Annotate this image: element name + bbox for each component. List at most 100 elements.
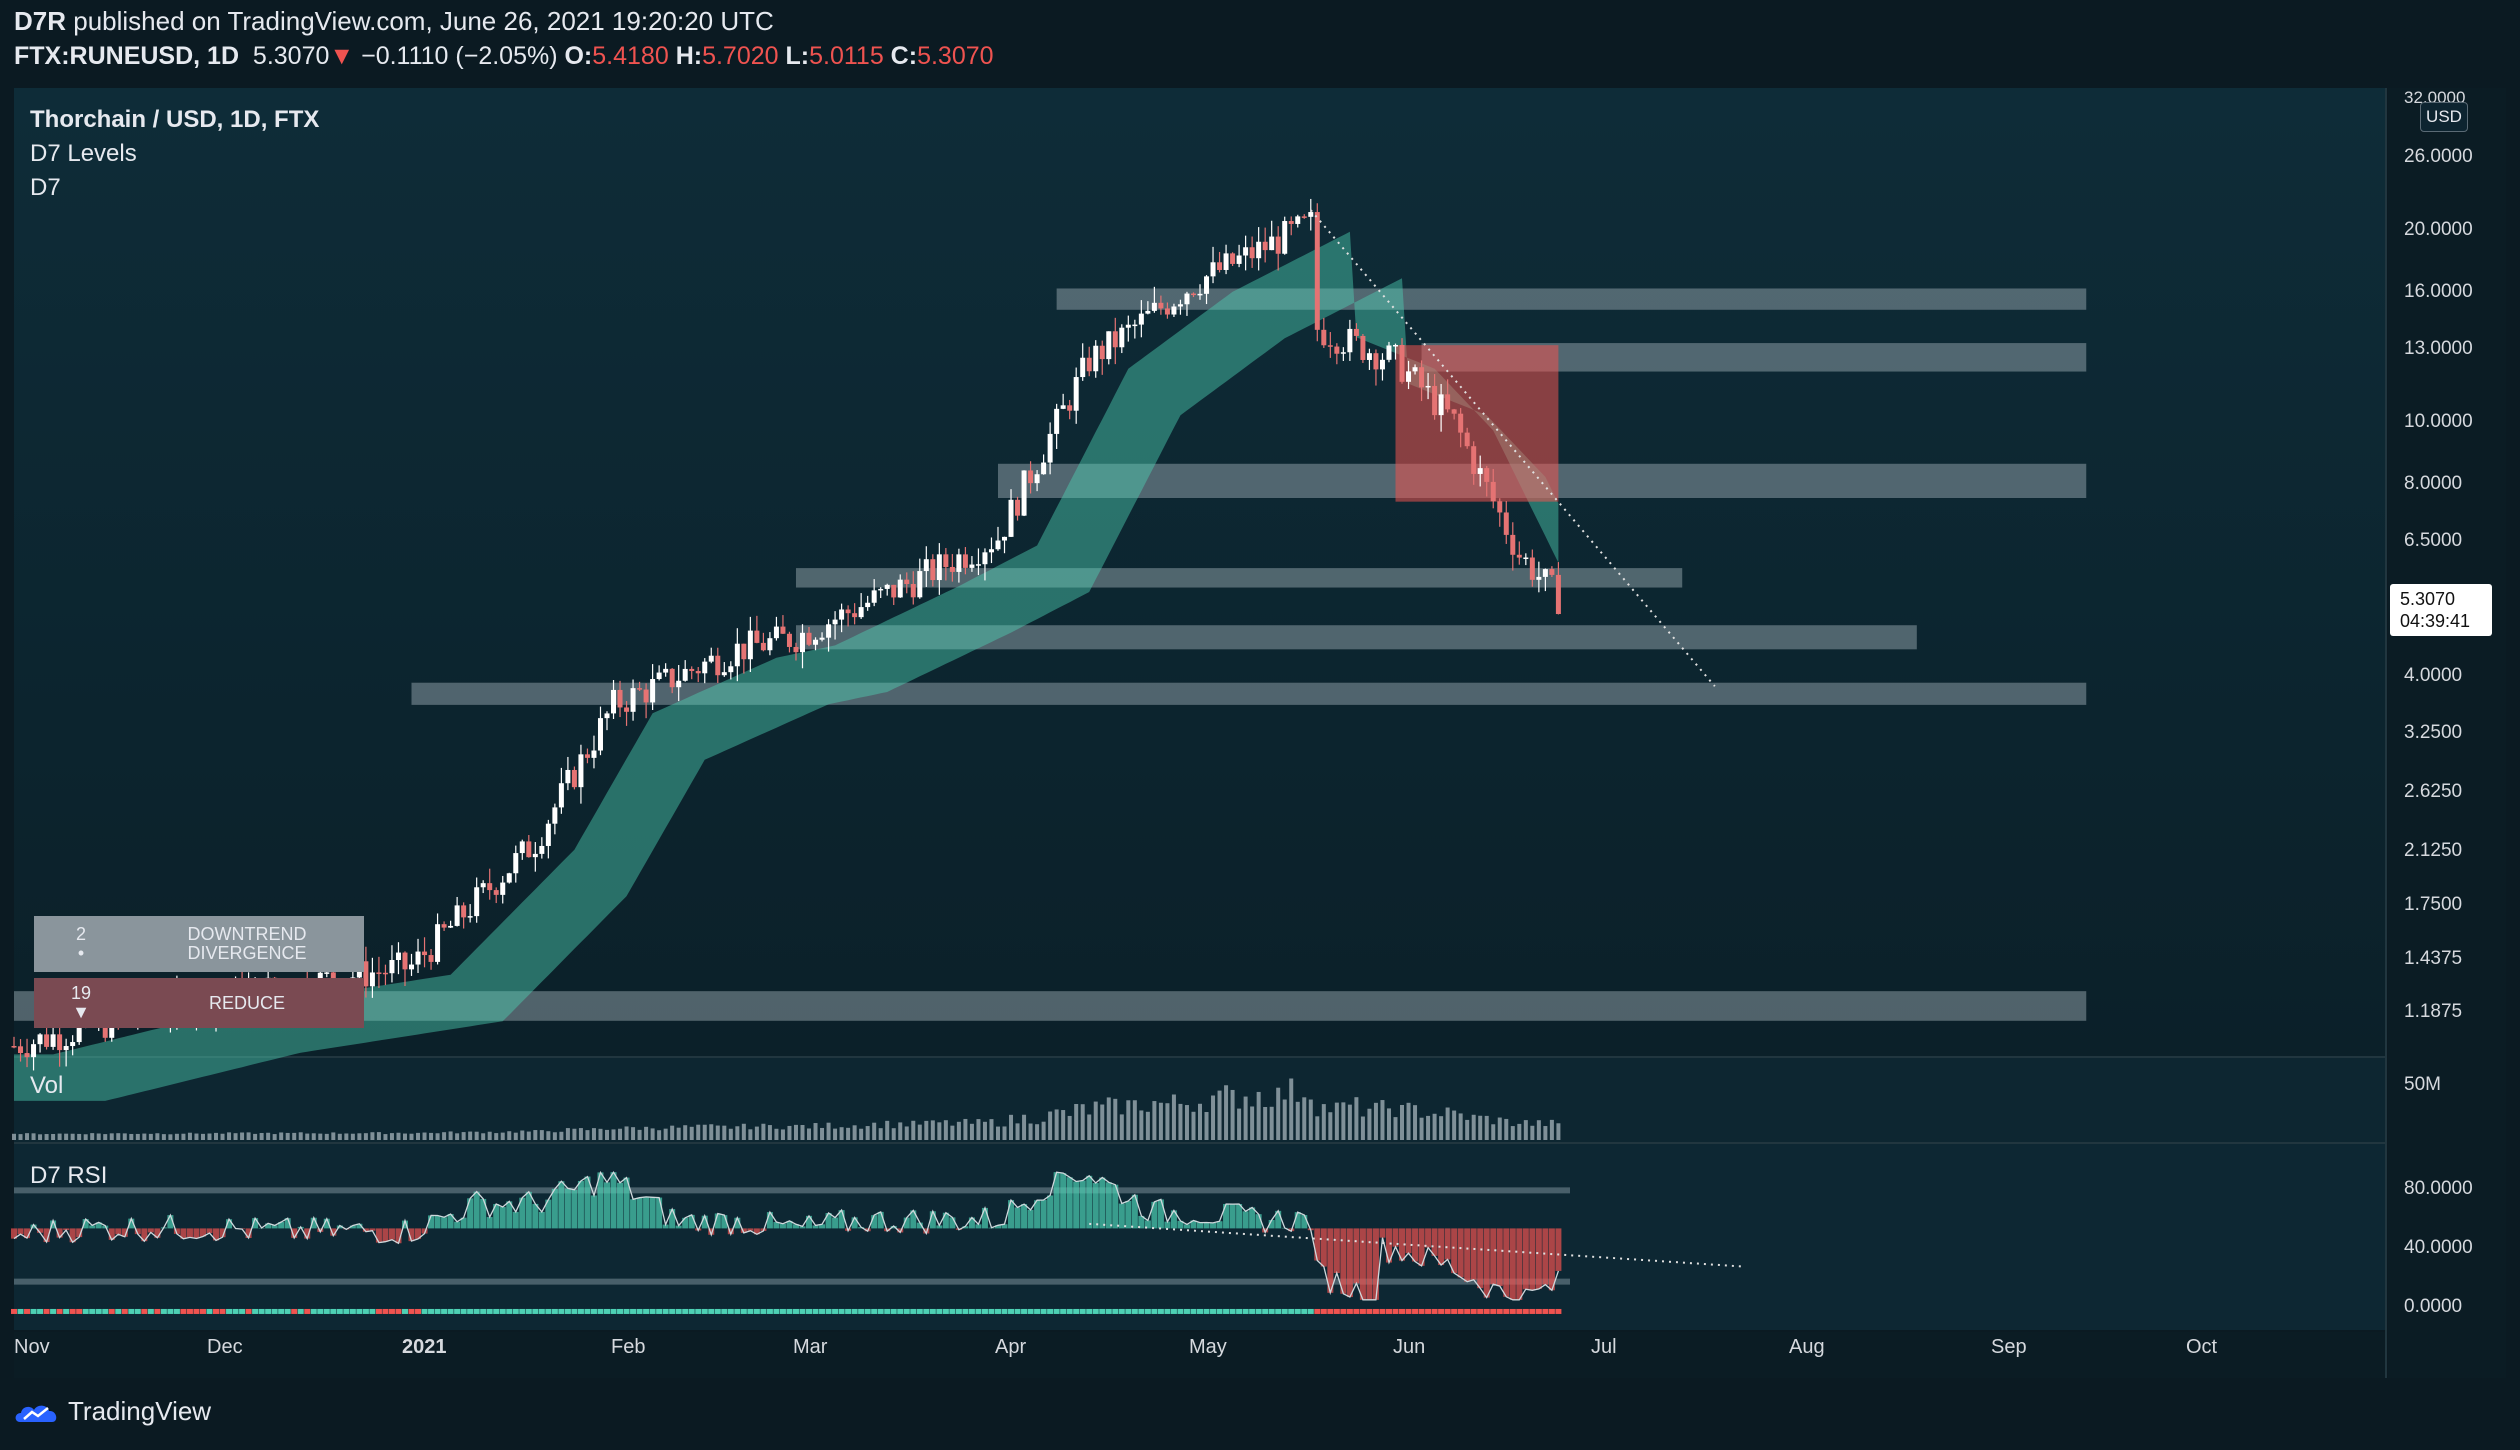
rsi-fill [1040,1199,1047,1229]
volume-bar [1380,1100,1385,1140]
rsi-fill [219,1228,226,1238]
candle-body [506,873,512,883]
volume-bar [370,1132,375,1140]
rsi-signal-dot [1151,1308,1158,1314]
volume-bar [735,1126,740,1140]
rsi-fill [108,1228,115,1240]
indicator-d7[interactable]: D7 [30,174,61,201]
rsi-signal-dot [1001,1308,1008,1314]
chart-title[interactable]: Thorchain / USD, 1D, FTX [30,106,320,133]
volume-bar [246,1132,251,1140]
signal-label: REDUCE [208,992,285,1013]
volume-bar [468,1131,473,1140]
rsi-signal-dot [1008,1308,1015,1314]
volume-bar [142,1133,147,1140]
candle-body [1458,413,1464,433]
rsi-fill [545,1199,552,1229]
volume-bar [12,1133,16,1140]
time-label-jul: Jul [1591,1336,1617,1358]
rsi-signal-dot [688,1308,695,1314]
volume-bar [507,1131,512,1140]
time-axis[interactable] [14,1332,2386,1378]
rsi-signal-dot [662,1308,669,1314]
volume-bar [904,1126,909,1140]
rsi-pane[interactable] [14,1144,2386,1330]
rsi-signal-dot [271,1308,278,1314]
rsi-signal-dot [649,1308,656,1314]
rsi-signal-dot [447,1308,454,1314]
price-axis[interactable] [2388,88,2506,1378]
ohlc-bar: FTX:RUNEUSD, 1D 5.3070▼ −0.1110 (−2.05%)… [14,42,994,71]
signal-count-cell: 19 ▼ [34,978,128,1028]
open-value: 5.4180 [592,42,669,70]
volume-bar [1523,1120,1528,1140]
volume-bar [683,1125,688,1140]
rsi-signal-dot [1138,1308,1145,1314]
rsi-signal-dot [779,1308,786,1314]
rsi-signal-dot [499,1308,506,1314]
rsi-fill [1444,1228,1451,1260]
candle-body [1373,353,1379,370]
author-name[interactable]: D7R [14,6,67,36]
candle-body [1060,405,1066,409]
rsi-fill [1125,1200,1132,1229]
candle-body [422,951,428,956]
candle-body [1002,536,1008,541]
rsi-fill [1157,1199,1164,1229]
rsi-signal-dot [297,1308,304,1314]
candle-body [721,672,727,676]
indicator-vol[interactable]: Vol [30,1072,64,1099]
price-pane[interactable] [14,88,2386,1056]
candle-body [363,961,369,987]
signal-label: DOWNTREND DIVERGENCE [187,924,307,963]
candle-body [1288,221,1294,224]
candle-body [1197,293,1203,296]
volume-bar [605,1129,609,1140]
volume-bar [1022,1114,1027,1140]
volume-bar [807,1128,812,1140]
rsi-signal-dot [532,1308,539,1314]
rsi-signal-dot [753,1308,760,1314]
publication-header: D7R published on TradingView.com, June 2… [14,6,774,37]
volume-bar [389,1133,394,1140]
signal-label-cell: REDUCE [130,978,364,1028]
rsi-fill [1522,1228,1529,1290]
candle-body [793,646,799,653]
volume-bar [728,1128,733,1140]
rsi-fill [558,1181,565,1229]
currency-button[interactable]: USD [2420,102,2468,132]
candle-body [31,1044,37,1058]
rsi-fill [747,1228,754,1231]
candle-body [630,688,636,712]
rsi-label-0: 0.0000 [2404,1296,2463,1317]
candle-body [1555,574,1561,615]
volume-bar [148,1133,153,1140]
rsi-signal-dot [1333,1308,1340,1314]
volume-bar [253,1133,258,1140]
volume-bar [311,1133,316,1140]
volume-bar [1334,1102,1339,1140]
volume-bar [911,1120,916,1140]
volume-bar [233,1133,238,1140]
rsi-signal-dot [1457,1308,1464,1314]
rsi-signal-dot [1164,1308,1171,1314]
chart-canvas[interactable] [0,0,2520,1390]
volume-bar [995,1126,1000,1140]
rsi-signal-dot [239,1308,246,1314]
rsi-fill [1105,1182,1112,1229]
rsi-fill [1099,1177,1106,1229]
rsi-signal-dot [812,1308,819,1314]
volume-bar [937,1122,942,1140]
rsi-fill [1392,1228,1399,1247]
rsi-signal-dot [1216,1308,1223,1314]
candle-body [669,668,675,688]
indicator-d7-rsi[interactable]: D7 RSI [30,1162,108,1189]
rsi-signal-dot [1092,1308,1099,1314]
volume-bar [670,1125,675,1140]
rsi-fill [1112,1184,1119,1229]
rsi-fill [50,1220,57,1229]
tradingview-logo[interactable]: TradingView [14,1396,211,1427]
candle-body [845,609,851,614]
indicator-d7-levels[interactable]: D7 Levels [30,140,137,167]
volume-bar [279,1132,284,1140]
